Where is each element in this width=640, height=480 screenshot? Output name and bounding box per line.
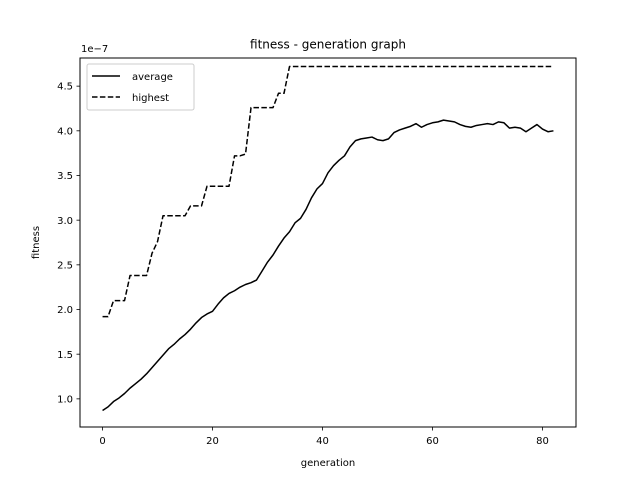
x-tick-label: 0	[99, 436, 105, 447]
plot-frame	[79, 57, 577, 428]
y-tick-label: 2.5	[57, 260, 73, 271]
legend-label-average: average	[132, 72, 173, 83]
y-axis-ticks: 1.0 1.5 2.0 2.5 3.0 3.5 4.0 4.5	[57, 82, 80, 405]
y-tick-label: 2.0	[57, 305, 73, 316]
x-tick-label: 40	[316, 436, 329, 447]
x-axis-ticks: 0 20 40 60 80	[99, 427, 549, 447]
x-tick-label: 60	[426, 436, 439, 447]
plot-lines	[102, 65, 554, 412]
x-tick-label: 20	[206, 436, 219, 447]
x-tick-label: 80	[536, 436, 549, 447]
y-tick-label: 3.5	[57, 171, 73, 182]
y-tick-label: 4.5	[57, 82, 73, 93]
y-axis-label: fitness	[31, 226, 42, 259]
y-offset-label: 1e−7	[81, 44, 108, 55]
x-axis-label: generation	[301, 458, 355, 469]
y-tick-label: 1.5	[57, 350, 73, 361]
series-line-average	[102, 119, 554, 412]
legend: average highest	[86, 63, 195, 111]
y-tick-label: 1.0	[57, 394, 73, 405]
y-tick-label: 3.0	[57, 216, 73, 227]
chart-title: fitness - generation graph	[250, 38, 406, 52]
legend-label-highest: highest	[132, 93, 169, 104]
y-tick-label: 4.0	[57, 126, 73, 137]
series-line-highest	[102, 65, 554, 318]
